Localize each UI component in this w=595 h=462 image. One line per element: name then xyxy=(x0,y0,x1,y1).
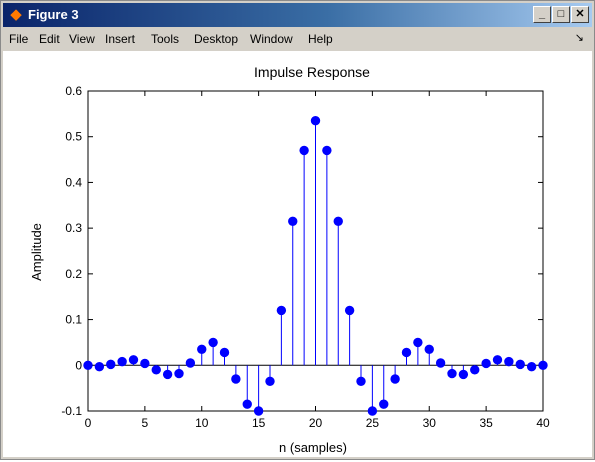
y-tick-label: 0.6 xyxy=(65,84,82,98)
y-tick-label: 0.1 xyxy=(65,313,82,327)
window-title: Figure 3 xyxy=(28,7,79,22)
x-tick-label: 15 xyxy=(252,416,266,430)
stem-marker xyxy=(333,216,343,226)
stem-marker xyxy=(128,355,139,365)
stem-marker xyxy=(219,347,230,358)
stem-marker xyxy=(253,406,264,416)
stem-marker xyxy=(367,406,378,416)
stem-marker xyxy=(401,347,412,358)
stem-marker xyxy=(470,365,480,375)
stem-marker xyxy=(344,305,355,316)
stem-marker xyxy=(208,337,218,348)
menu-tools[interactable]: Tools xyxy=(151,32,180,46)
stem-marker xyxy=(413,337,423,348)
x-axis-label: n (samples) xyxy=(279,440,347,455)
menu-edit[interactable]: Edit xyxy=(39,32,60,46)
x-tick-label: 40 xyxy=(536,416,550,430)
y-tick-label: 0.3 xyxy=(65,221,82,235)
stem-marker xyxy=(231,374,241,384)
stem-marker xyxy=(504,356,514,367)
stem-marker xyxy=(117,356,127,367)
y-axis-label: Amplitude xyxy=(29,223,44,281)
dock-arrow-icon[interactable]: ↘ xyxy=(574,32,584,44)
plot-area: Impulse Response n (samples) Amplitude 0… xyxy=(3,51,592,457)
x-tick-label: 0 xyxy=(85,416,92,430)
stem-marker xyxy=(492,355,503,365)
stem-marker xyxy=(435,358,446,368)
y-tick-label: 0.2 xyxy=(65,267,82,281)
menu-window[interactable]: Window xyxy=(250,32,293,46)
stem-marker xyxy=(94,361,105,372)
x-tick-label: 10 xyxy=(195,416,209,430)
x-tick-label: 25 xyxy=(366,416,380,430)
maximize-button[interactable]: □ xyxy=(552,6,570,23)
y-tick-label: 0.5 xyxy=(65,130,82,144)
matlab-logo-icon: ◆ xyxy=(10,6,22,23)
stem-marker xyxy=(458,369,469,380)
stem-marker xyxy=(322,145,332,156)
x-tick-label: 20 xyxy=(309,416,323,430)
stem-marker xyxy=(106,359,116,370)
stem-marker xyxy=(140,358,150,369)
title-bar[interactable]: ◆ Figure 3 _ □ ✕ xyxy=(3,3,592,27)
stem-marker xyxy=(356,376,366,386)
stem-marker xyxy=(310,116,321,126)
stem-marker xyxy=(174,368,184,379)
stem-marker xyxy=(151,365,161,375)
stem-marker xyxy=(288,216,298,226)
menu-help[interactable]: Help xyxy=(308,32,333,46)
stem-marker xyxy=(299,145,309,156)
menu-view[interactable]: View xyxy=(69,32,95,46)
stem-marker xyxy=(185,358,196,368)
chart-title: Impulse Response xyxy=(254,64,370,80)
stem-marker xyxy=(265,376,275,386)
minimize-button[interactable]: _ xyxy=(533,6,551,23)
stem-marker xyxy=(242,399,252,409)
menu-file[interactable]: File xyxy=(9,32,29,46)
close-button[interactable]: ✕ xyxy=(571,6,589,23)
stem-marker xyxy=(276,305,287,316)
stem-marker xyxy=(538,360,548,370)
stem-marker xyxy=(447,368,457,379)
stem-marker xyxy=(515,359,525,370)
x-tick-label: 30 xyxy=(423,416,437,430)
stem-marker xyxy=(197,344,207,354)
y-tick-label: -0.1 xyxy=(61,404,82,418)
stem-chart: Impulse Response n (samples) Amplitude 0… xyxy=(3,51,592,457)
stem-marker xyxy=(162,369,173,380)
menu-insert[interactable]: Insert xyxy=(105,32,136,46)
y-tick-label: 0.4 xyxy=(65,175,82,189)
y-tick-label: 0 xyxy=(75,358,82,372)
x-tick-label: 35 xyxy=(479,416,493,430)
x-tick-label: 5 xyxy=(142,416,149,430)
stem-marker xyxy=(83,360,93,370)
stem-marker xyxy=(390,374,400,384)
stem-marker xyxy=(481,358,491,369)
menu-desktop[interactable]: Desktop xyxy=(194,32,239,46)
stem-marker xyxy=(526,361,537,372)
stem-marker xyxy=(379,399,389,409)
menu-bar: File Edit View Insert Tools Desktop Wind… xyxy=(3,29,592,49)
stem-marker xyxy=(424,344,434,354)
